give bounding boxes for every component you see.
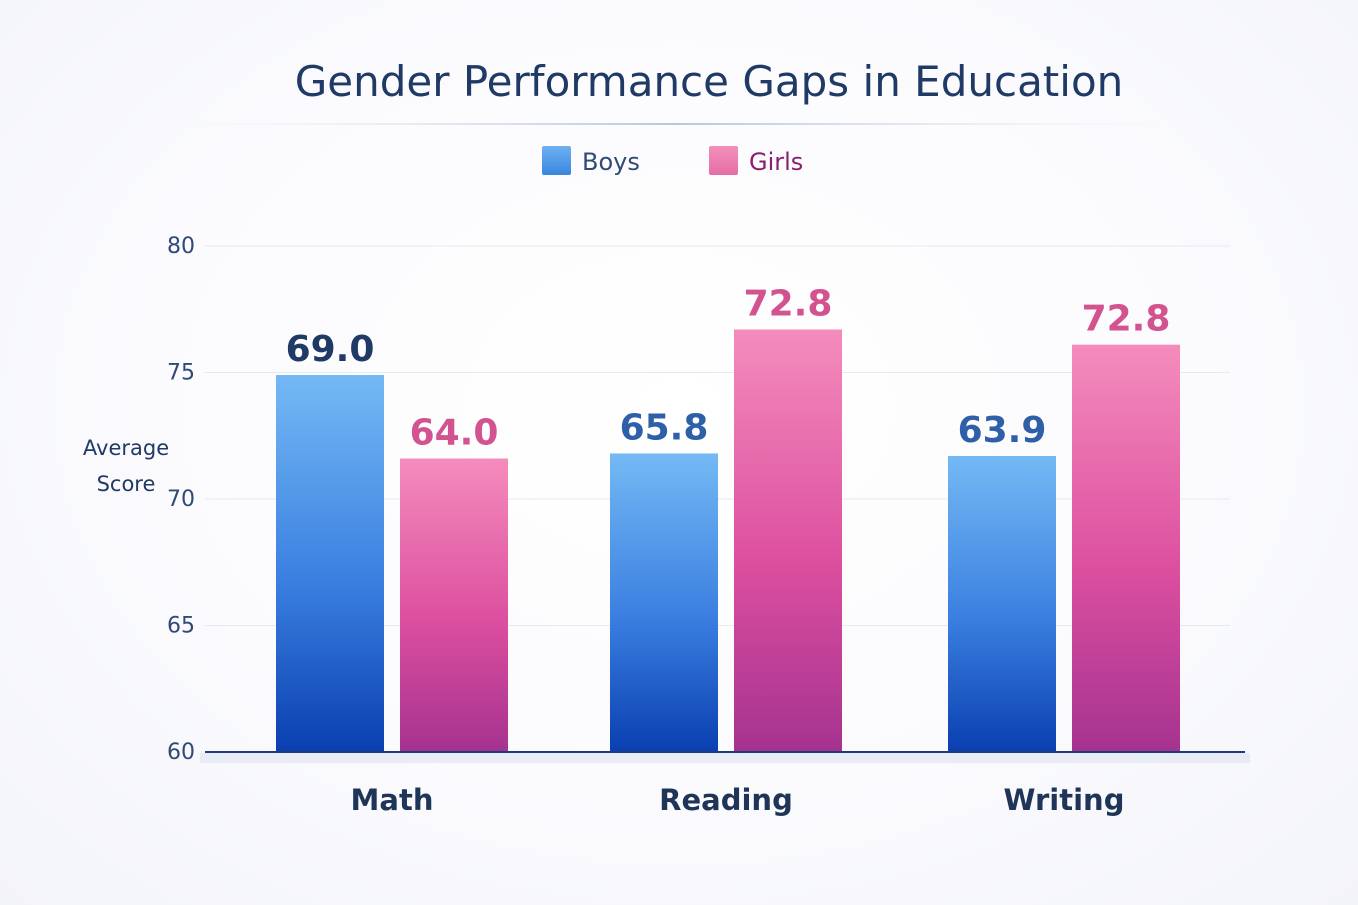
bar-boys-writing — [948, 455, 1056, 752]
x-tick-label: Reading — [659, 783, 793, 817]
legend-label-girls: Girls — [749, 148, 803, 176]
x-axis-ticks: Math Reading Writing — [351, 783, 1125, 817]
y-tick-label: 80 — [167, 234, 195, 259]
data-label-girls-writing: 72.8 — [1082, 299, 1171, 340]
bar-boys-math — [276, 375, 384, 752]
bar-girls-writing — [1072, 344, 1180, 752]
y-axis-label-line-2: Score — [97, 472, 156, 496]
data-label-boys-reading: 65.8 — [620, 407, 709, 448]
x-axis-shadow — [200, 753, 1250, 763]
data-labels: 69.0 64.0 65.8 72.8 63.9 72.8 — [286, 283, 1171, 453]
bar-girls-reading — [734, 329, 842, 752]
title-divider — [180, 123, 1170, 125]
bar-girls-math — [400, 458, 508, 752]
y-tick-label: 60 — [167, 740, 195, 765]
y-axis-ticks: 60 65 70 75 80 — [167, 234, 195, 765]
data-label-girls-math: 64.0 — [410, 413, 499, 454]
legend-swatch-girls — [709, 146, 738, 175]
y-axis-label-line-1: Average — [83, 436, 169, 460]
y-tick-label: 70 — [167, 487, 195, 512]
legend: Boys Girls — [542, 146, 803, 176]
y-tick-label: 65 — [167, 614, 195, 639]
legend-swatch-boys — [542, 146, 571, 175]
y-tick-label: 75 — [167, 361, 195, 386]
legend-label-boys: Boys — [582, 148, 640, 176]
data-label-boys-writing: 63.9 — [958, 410, 1047, 451]
bar-boys-reading — [610, 453, 718, 752]
data-label-girls-reading: 72.8 — [744, 283, 833, 324]
chart-title: Gender Performance Gaps in Education — [295, 57, 1124, 106]
x-tick-label: Writing — [1004, 783, 1125, 817]
data-label-boys-math: 69.0 — [286, 329, 375, 370]
x-tick-label: Math — [351, 783, 434, 817]
bars — [276, 329, 1180, 752]
